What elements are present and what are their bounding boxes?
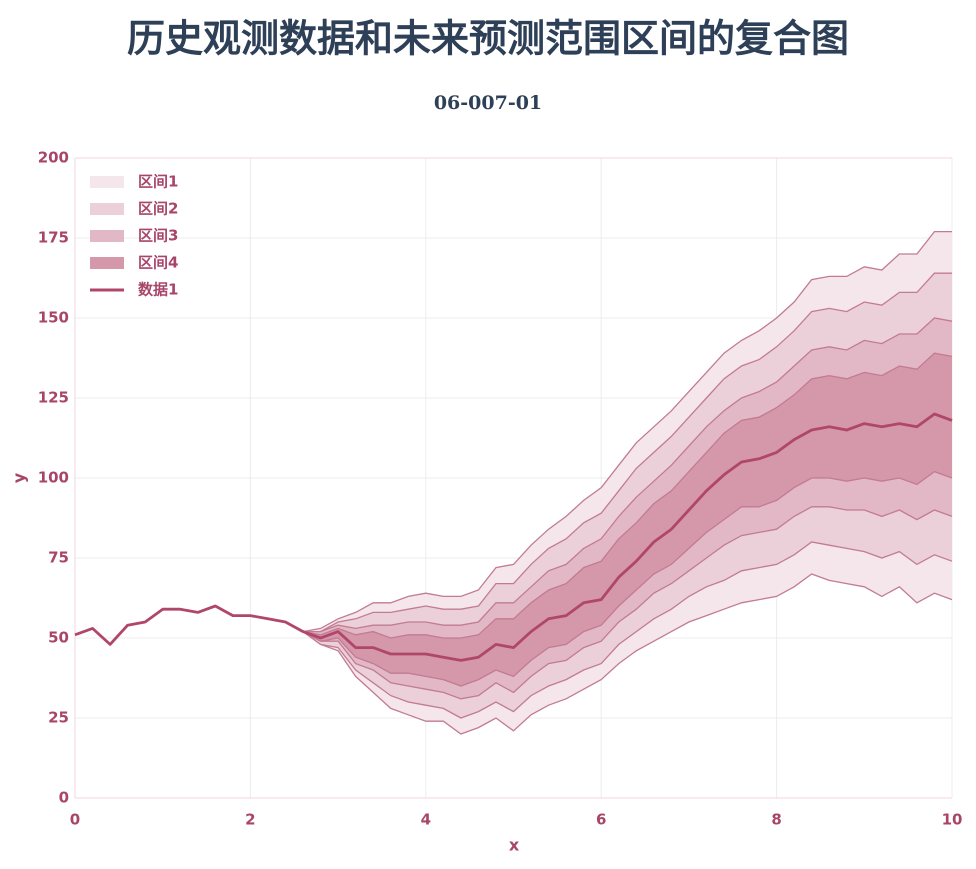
x-tick-label: 0 [70,811,80,829]
legend-label: 区间3 [138,227,178,245]
band-area [303,353,952,686]
x-tick-label: 2 [245,811,255,829]
chart-title: 历史观测数据和未来预测范围区间的复合图 [127,16,849,61]
data-line [74,412,953,662]
band-edge [303,272,952,633]
legend-swatch [90,230,124,242]
legend-swatch [90,257,124,269]
legend-swatch [90,203,124,215]
y-tick-label: 100 [38,469,69,487]
y-tick-label: 200 [38,149,69,167]
legend-label: 区间4 [138,254,178,272]
band-edge [302,470,953,687]
x-tick-label: 10 [942,811,963,829]
y-tick-label: 0 [59,789,69,807]
x-tick-label: 4 [421,811,431,829]
legend-label: 数据1 [138,281,178,299]
y-axis-label: y [10,472,29,483]
chart-subtitle: 06-007-01 [434,92,542,114]
band-edge [302,506,953,700]
x-tick-label: 6 [596,811,606,829]
y-tick-label: 175 [38,229,69,247]
band-edge [302,352,953,639]
legend-swatch [90,176,124,188]
y-tick-label: 75 [48,549,69,567]
band-edge [303,317,953,633]
legend-label: 区间2 [138,200,178,218]
y-tick-label: 125 [38,389,69,407]
y-tick-label: 25 [48,709,69,727]
y-tick-label: 50 [48,629,69,647]
band-edge [302,541,953,719]
legend-label: 区间1 [138,173,178,191]
x-axis-label: x [509,836,520,855]
band-edge [302,230,952,633]
band-edge [302,573,953,735]
x-tick-label: 8 [771,811,781,829]
y-tick-label: 150 [38,309,69,327]
